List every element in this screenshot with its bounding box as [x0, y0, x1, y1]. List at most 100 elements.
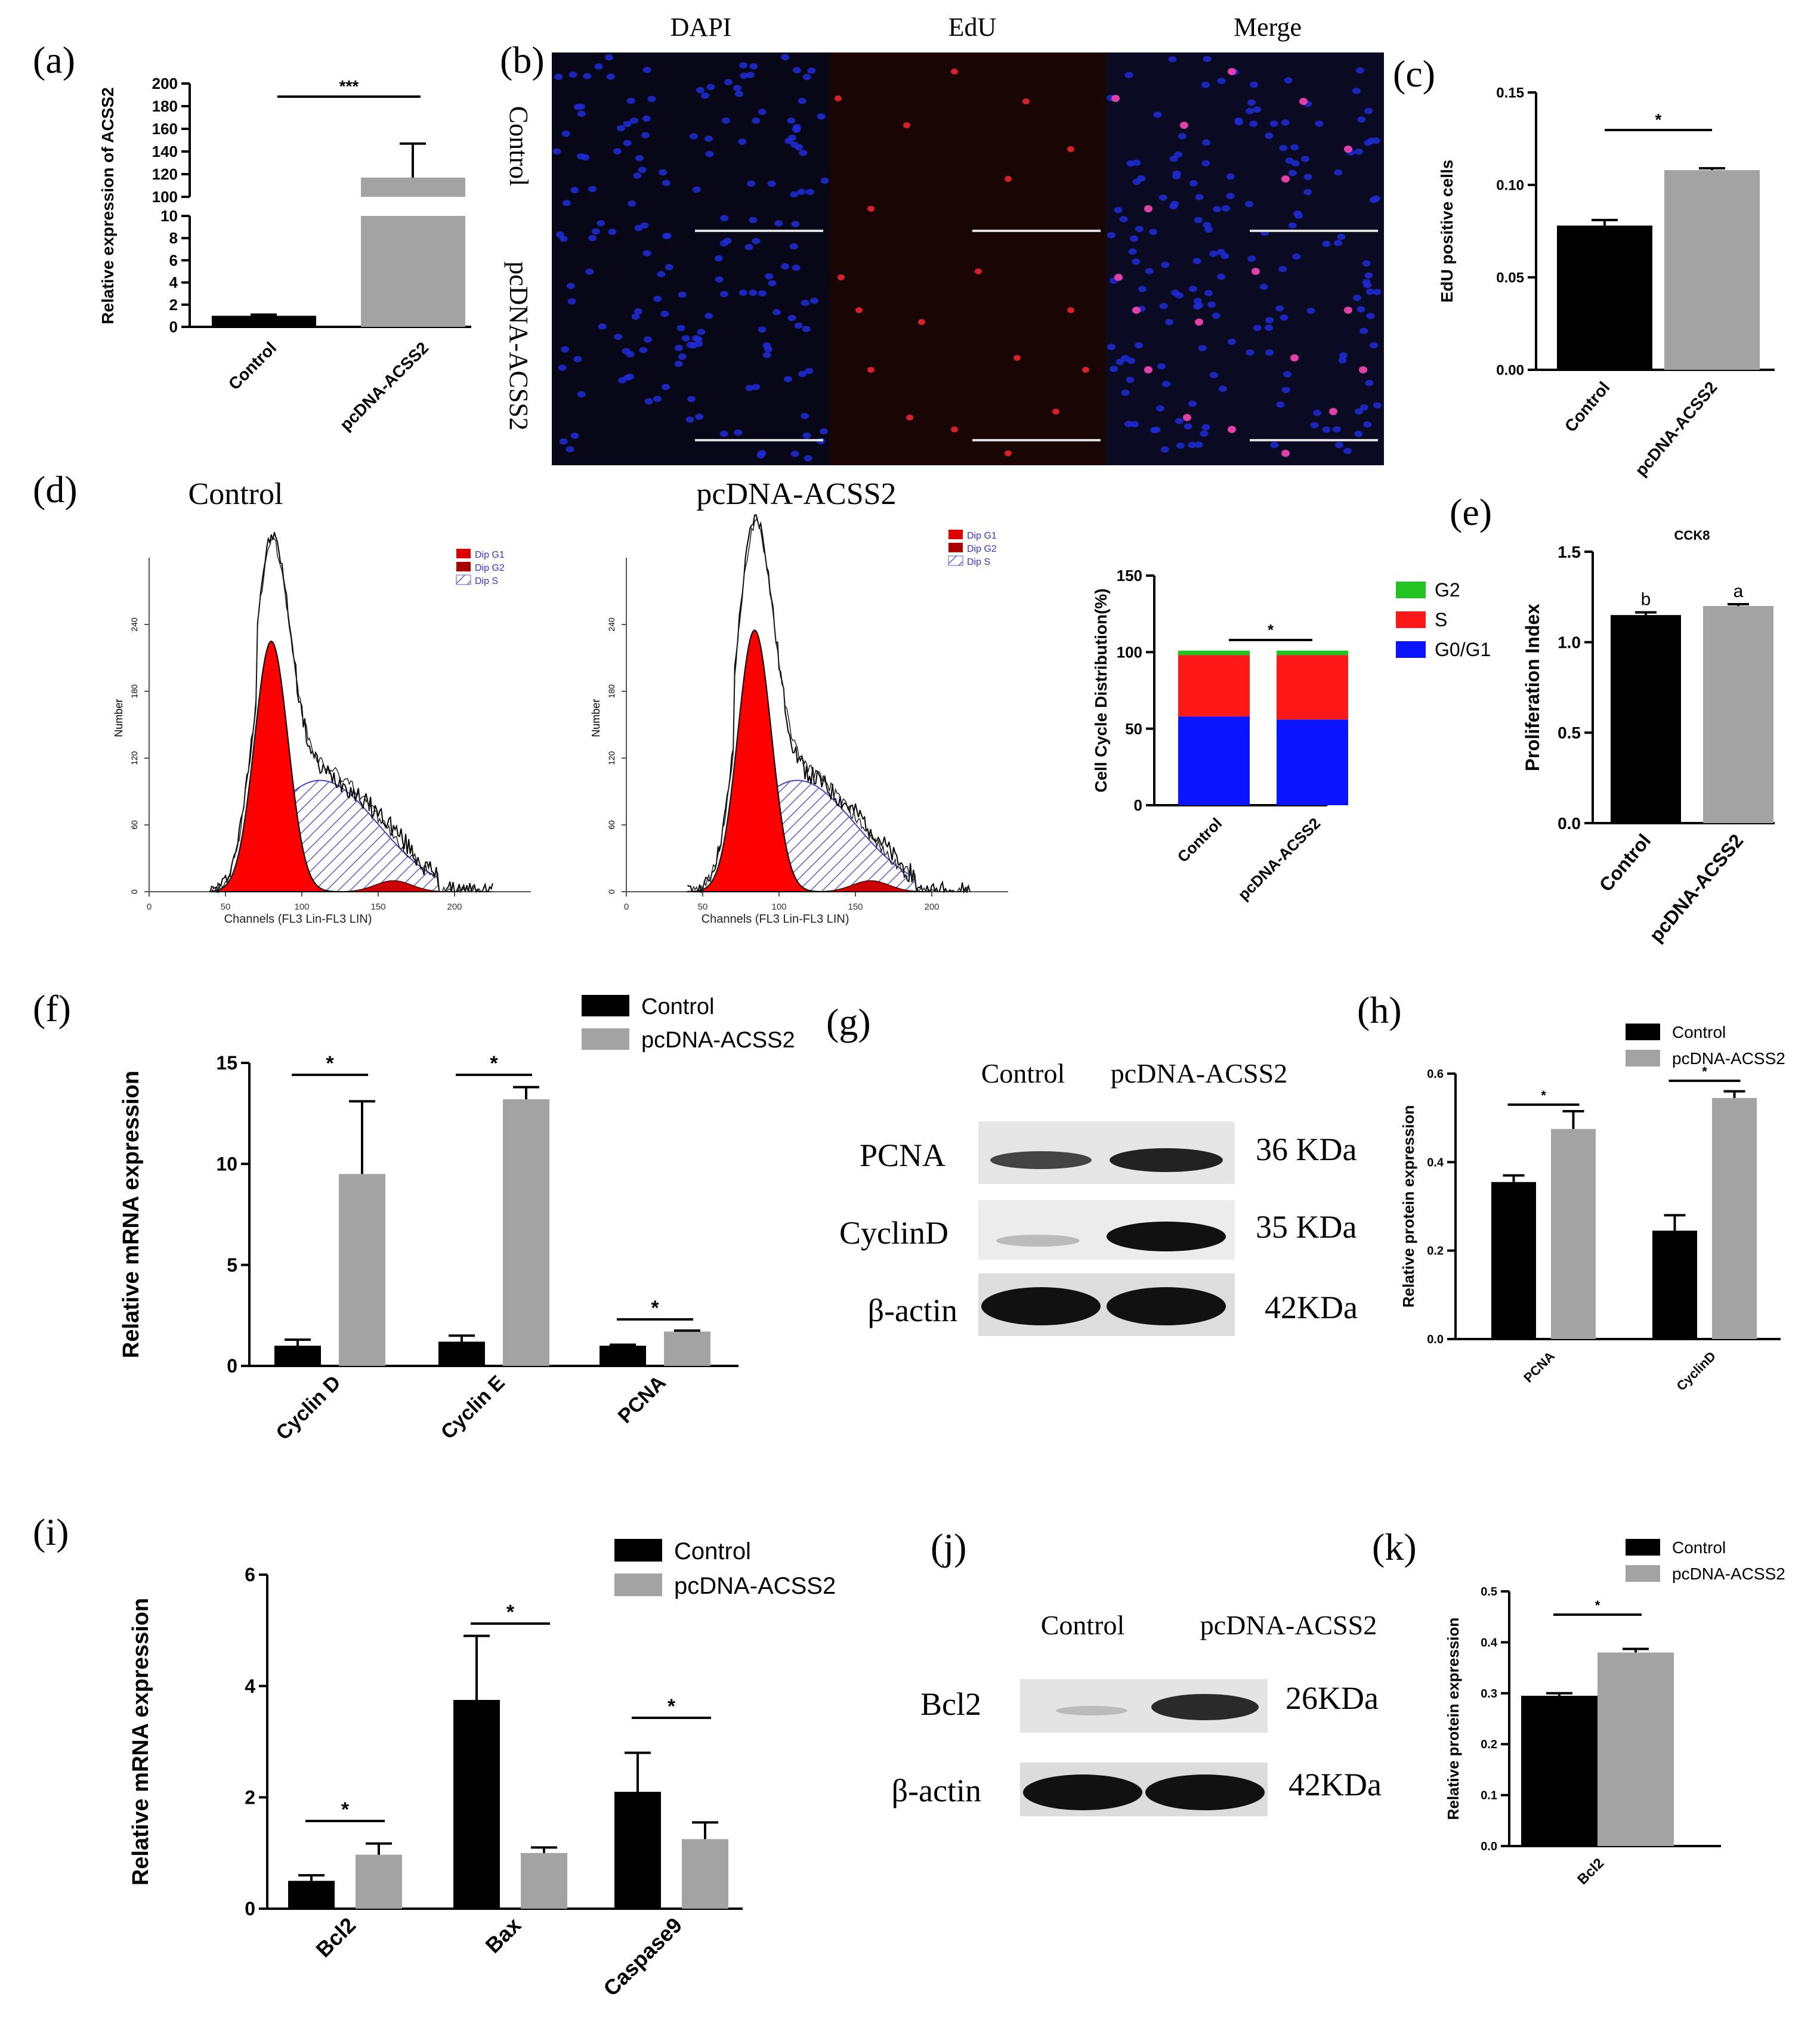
significance-mark: *	[326, 1052, 334, 1075]
legend-label-control: Control	[1672, 1023, 1726, 1041]
nucleus-blue	[631, 313, 640, 320]
y-axis-label: Cell Cycle Distribution(%)	[1092, 588, 1110, 792]
legend-label-control: Control	[1672, 1538, 1726, 1557]
nucleus-blue	[820, 177, 829, 184]
nucleus-blue	[1226, 193, 1235, 199]
segment-g2	[1277, 650, 1348, 656]
band-actin-pcdna	[1107, 1287, 1226, 1325]
legend-label-g2: G2	[1435, 579, 1460, 601]
legend-swatch-control	[1626, 1539, 1660, 1556]
y-tick-label: 10	[160, 207, 178, 225]
column-title-edu: EdU	[948, 13, 997, 42]
legend-label-pcdna: pcDNA-ACSS2	[1672, 1049, 1785, 1068]
legend-dip-s: Dip S	[475, 576, 498, 586]
nucleus-blue	[734, 429, 743, 436]
nucleus-blue	[1204, 290, 1213, 296]
band-cyclind-control	[996, 1235, 1080, 1247]
chart-title: CCK8	[1674, 528, 1710, 543]
legend-label-pcdna: pcDNA-ACSS2	[674, 1573, 836, 1599]
row-title-pcdna: pcDNA-ACSS2	[504, 261, 533, 431]
band-size-actin: 42KDa	[1288, 1767, 1382, 1803]
nucleus-blue	[783, 376, 792, 382]
y-tick-label: 0.05	[1496, 270, 1524, 286]
nucleus-edu	[1067, 146, 1074, 152]
nucleus-blue	[662, 384, 670, 391]
significance-mark: *	[1655, 110, 1662, 129]
nucleus-blue	[1176, 442, 1185, 449]
x-tick-label: pcDNA-ACSS2	[336, 338, 432, 434]
nucleus-blue	[801, 413, 809, 419]
nucleus-blue	[700, 92, 709, 99]
nucleus-blue	[1334, 169, 1343, 176]
y-tick-label: 0.00	[1496, 362, 1524, 378]
nucleus-blue	[758, 290, 767, 297]
significance-mark: *	[651, 1297, 659, 1319]
y-tick-label: 100	[1117, 643, 1142, 661]
nucleus-blue	[562, 200, 571, 206]
chart-cck8: 0.0 0.5 1.0 1.5 Control b pcDNA-ACSS2 a Prolifer…	[1522, 528, 1775, 946]
band-bcl2-control	[1056, 1706, 1127, 1715]
nucleus-blue	[1303, 188, 1312, 196]
significance-mark: *	[1541, 1088, 1546, 1103]
band-bcl2-pcdna	[1151, 1694, 1259, 1720]
nucleus-blue	[749, 63, 758, 70]
nucleus-blue	[1150, 426, 1159, 434]
y-tick-label: 10	[216, 1154, 237, 1175]
nucleus-blue	[1201, 424, 1210, 431]
nucleus-blue	[1209, 372, 1218, 379]
panel-letter-e: (e)	[1450, 491, 1492, 533]
significance-mark: ***	[339, 77, 359, 95]
nucleus-blue	[1198, 345, 1207, 351]
nucleus-merge	[1228, 426, 1236, 433]
nucleus-blue	[630, 118, 639, 124]
nucleus-blue	[1281, 119, 1290, 126]
y-tick-label: 60	[129, 820, 139, 830]
nucleus-blue	[795, 144, 804, 151]
nucleus-blue	[1313, 409, 1322, 416]
nucleus-blue	[1265, 349, 1274, 356]
y-tick-label: 0.0	[1558, 814, 1581, 833]
panel-letter-f: (f)	[33, 987, 71, 1029]
histogram-legend-control: Dip G1 Dip G2 Dip S	[456, 549, 505, 586]
nucleus-blue	[787, 134, 796, 141]
nucleus-blue	[577, 391, 586, 398]
x-tick-label: 0	[147, 902, 152, 912]
nucleus-edu	[1052, 409, 1059, 415]
legend-label-pcdna: pcDNA-ACSS2	[1672, 1565, 1785, 1583]
nucleus-merge	[1359, 366, 1367, 373]
nucleus-blue	[633, 172, 642, 179]
band-actin-control	[981, 1287, 1101, 1325]
nucleus-edu	[1022, 98, 1030, 104]
nucleus-blue	[1201, 160, 1210, 166]
nucleus-blue	[1322, 426, 1331, 433]
nucleus-blue	[1288, 222, 1297, 229]
nucleus-blue	[1291, 160, 1300, 167]
segment-s	[1178, 655, 1250, 717]
nucleus-blue	[1135, 342, 1144, 349]
nucleus-blue	[1130, 421, 1139, 428]
x-tick-label: 100	[294, 902, 309, 912]
bar-bcl2-pcdna	[1597, 1652, 1674, 1846]
column-title-dapi: DAPI	[670, 13, 732, 42]
nucleus-blue	[1218, 385, 1227, 392]
x-tick-label: Control	[225, 338, 280, 393]
y-tick-label: 0	[245, 1898, 255, 1919]
nucleus-blue	[762, 351, 771, 358]
nucleus-merge	[1228, 68, 1236, 75]
nucleus-blue	[1363, 421, 1372, 428]
nucleus-blue	[1247, 255, 1256, 262]
significance-mark: *	[506, 1601, 515, 1624]
nucleus-blue	[1276, 401, 1285, 408]
y-tick-label: 180	[129, 684, 139, 698]
nucleus-blue	[1371, 137, 1380, 144]
nucleus-blue	[1132, 159, 1141, 166]
nucleus-blue	[559, 235, 568, 242]
x-tick-label: CyclinD	[1673, 1349, 1719, 1394]
bar-bcl2-control	[288, 1881, 335, 1909]
nucleus-merge	[1111, 95, 1120, 102]
nucleus-blue	[665, 264, 673, 271]
nucleus-blue	[573, 355, 582, 363]
nucleus-blue	[1201, 81, 1210, 88]
x-tick-label: pcDNA-ACSS2	[1645, 830, 1748, 946]
chart-edu-positive: 0.00 0.05 0.10 0.15 Control pcDNA-ACSS2 * EdU p…	[1438, 85, 1775, 480]
